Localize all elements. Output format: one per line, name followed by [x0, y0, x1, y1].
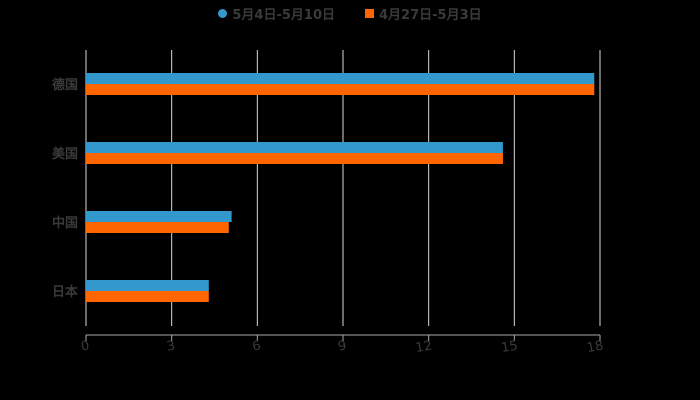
x-tick-label: 15: [500, 338, 519, 356]
y-tick-label: 德国: [52, 77, 78, 93]
legend-label: 5月4日-5月10日: [232, 7, 335, 23]
x-tick-label: 18: [586, 338, 605, 356]
bar[interactable]: [86, 73, 595, 84]
legend-item-series-1[interactable]: 5月4日-5月10日: [218, 4, 335, 23]
x-tick-label: 6: [251, 338, 262, 354]
bar[interactable]: [86, 84, 595, 95]
bar[interactable]: [86, 291, 209, 302]
y-tick-label: 美国: [52, 146, 78, 162]
y-tick-label: 日本: [52, 284, 78, 300]
chart-legend: 5月4日-5月10日 4月27日-5月3日: [0, 4, 700, 23]
bar[interactable]: [86, 153, 503, 164]
bar[interactable]: [86, 280, 209, 291]
bar[interactable]: [86, 142, 503, 153]
x-tick-label: 0: [80, 338, 91, 354]
legend-item-series-2[interactable]: 4月27日-5月3日: [365, 4, 482, 23]
bars: [86, 73, 595, 302]
legend-label: 4月27日-5月3日: [379, 7, 482, 23]
x-axis: 0 3 6 9 12 15 18: [80, 334, 605, 356]
x-tick-label: 3: [166, 338, 177, 354]
gridlines: [85, 50, 601, 326]
y-tick-label: 中国: [52, 215, 78, 231]
x-tick-label: 12: [414, 338, 433, 356]
bar[interactable]: [86, 211, 232, 222]
bar[interactable]: [86, 222, 229, 233]
legend-circle-icon: [218, 8, 228, 18]
legend-square-icon: [365, 8, 374, 18]
x-tick-label: 9: [337, 338, 348, 354]
